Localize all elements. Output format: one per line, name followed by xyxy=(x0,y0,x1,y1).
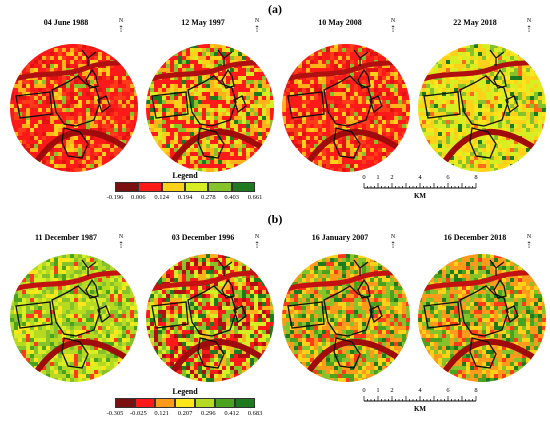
scale-tick-label: 8 xyxy=(474,174,478,181)
legend-swatch xyxy=(231,182,255,192)
map-a4 xyxy=(418,44,546,172)
map-b2 xyxy=(146,254,274,382)
scale-tick-label: 6 xyxy=(446,174,450,181)
legend-tick-label: 0.412 xyxy=(224,410,239,417)
map-a2 xyxy=(146,44,274,172)
scale-tick-label: 0 xyxy=(362,387,366,394)
scale-tick-label: 4 xyxy=(418,174,422,181)
north-arrow-a1: N ⇡ xyxy=(117,18,125,34)
map-date-b2: 03 December 1996 xyxy=(171,233,235,242)
north-arrow-a2: N ⇡ xyxy=(253,18,261,34)
legend-title-b: Legend xyxy=(172,387,198,396)
map-a1 xyxy=(10,44,138,172)
scale-tick-label: 6 xyxy=(446,387,450,394)
north-arrow-b4: N ⇡ xyxy=(525,234,533,250)
legend-tick-label: 0.403 xyxy=(224,194,239,201)
legend-tick-label: -0.025 xyxy=(129,410,147,417)
scale-tick-label: 2 xyxy=(390,387,394,394)
north-arrow-b1: N ⇡ xyxy=(117,234,125,250)
legend-swatch xyxy=(195,398,215,408)
legend-tick-label: 0.278 xyxy=(201,194,216,201)
scale-tick-label: 2 xyxy=(390,174,394,181)
map-date-a2: 12 May 1997 xyxy=(181,18,225,27)
legend-tick-label: 0.296 xyxy=(201,410,216,417)
legend-swatch xyxy=(235,398,255,408)
legend-swatch xyxy=(138,182,162,192)
scale-tick-label: 4 xyxy=(418,387,422,394)
north-arrow-b2: N ⇡ xyxy=(253,234,261,250)
legend-swatch xyxy=(208,182,232,192)
panel-label-a: (a) xyxy=(268,2,282,16)
scale-bar-graphic xyxy=(363,183,477,189)
north-arrow-a4: N ⇡ xyxy=(525,18,533,34)
scale-tick-label: 1 xyxy=(376,387,380,394)
scale-bar-b: 0 1 2 4 6 8 KM xyxy=(360,385,480,423)
legend-tick-label: -0.196 xyxy=(106,194,124,201)
legend-swatch xyxy=(135,398,155,408)
map-b4 xyxy=(418,254,546,382)
map-b1 xyxy=(10,254,138,382)
north-arrow-a3: N ⇡ xyxy=(389,18,397,34)
legend-tick-label: 0.661 xyxy=(247,194,263,201)
legend-tick-label: 0.683 xyxy=(247,410,263,417)
map-a3 xyxy=(282,44,410,172)
map-b3 xyxy=(282,254,410,382)
scale-tick-label: 1 xyxy=(376,174,380,181)
map-date-b3: 16 January 2007 xyxy=(311,233,369,242)
legend-title-a: Legend xyxy=(172,171,198,180)
map-date-a1: 04 June 1988 xyxy=(43,18,89,27)
scale-bar-graphic xyxy=(363,396,477,402)
legend-tick-label: 0.194 xyxy=(177,194,193,201)
map-date-b1: 11 December 1987 xyxy=(34,233,98,242)
scale-unit-label: KM xyxy=(413,405,427,413)
map-date-a4: 22 May 2018 xyxy=(453,18,497,27)
legend-tick-label: 0.006 xyxy=(131,194,146,201)
legend-a xyxy=(115,182,255,192)
legend-b xyxy=(115,398,255,408)
panel-label-b: (b) xyxy=(267,212,283,226)
scale-bar-a: 0 1 2 4 6 8 KM xyxy=(360,172,480,210)
legend-tick-label: 0.124 xyxy=(154,194,169,201)
legend-tick-label: 0.207 xyxy=(177,410,193,417)
legend-swatch xyxy=(184,182,209,192)
legend-swatch xyxy=(161,182,185,192)
scale-unit-label: KM xyxy=(413,192,427,200)
legend-swatch xyxy=(175,398,195,408)
map-date-b4: 16 December 2018 xyxy=(443,233,507,242)
legend-swatch xyxy=(215,398,235,408)
scale-tick-label: 8 xyxy=(474,387,478,394)
north-arrow-b3: N ⇡ xyxy=(389,234,397,250)
legend-ticks-b: -0.305 -0.025 0.121 0.207 0.296 0.412 0.683 xyxy=(107,410,263,418)
legend-ticks-a: -0.196 0.006 0.124 0.194 0.278 0.403 0.661 xyxy=(107,194,263,202)
legend-tick-label: 0.121 xyxy=(154,410,169,417)
map-date-a3: 10 May 2008 xyxy=(318,18,362,27)
legend-swatch xyxy=(155,398,175,408)
legend-swatch xyxy=(115,398,135,408)
scale-tick-label: 0 xyxy=(362,174,366,181)
legend-swatch xyxy=(115,182,139,192)
legend-tick-label: -0.305 xyxy=(106,410,124,417)
